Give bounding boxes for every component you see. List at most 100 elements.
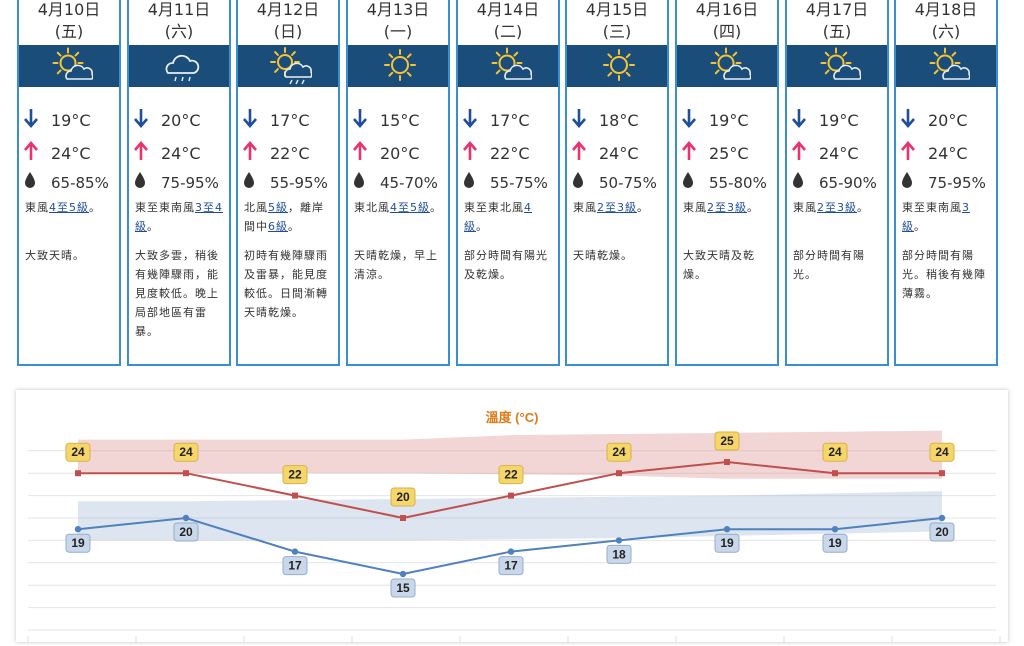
forecast-weekday: (一): [383, 22, 413, 41]
up-arrow-icon: [792, 141, 806, 160]
wind-scale-link[interactable]: 2至3級: [707, 201, 747, 214]
max-temp: 24°C: [51, 143, 91, 163]
min-temp-label-bg: [498, 556, 524, 576]
min-temp-label: 19: [71, 536, 85, 550]
min-temp-label-bg: [714, 533, 740, 553]
wind-scale-link[interactable]: 4至5級: [49, 201, 89, 214]
max-temp-point: [724, 459, 730, 465]
weather-description: 天晴乾燥。: [573, 249, 633, 262]
wind-scale-link[interactable]: 3至4級: [135, 201, 223, 233]
max-temp-point: [183, 470, 189, 477]
max-temp-row: 24°C: [791, 141, 885, 166]
sunny-icon: [384, 49, 416, 81]
min-temp-row: 19°C: [791, 108, 885, 133]
wind-scale-link[interactable]: 2至3級: [817, 201, 857, 214]
down-arrow-icon: [463, 109, 477, 128]
max-temp-point: [400, 515, 406, 521]
min-temp-point: [831, 526, 839, 533]
min-temp-point: [723, 526, 731, 533]
max-temp-label: 24: [71, 445, 85, 459]
max-temp-point: [292, 492, 298, 499]
forecast-card: 4月18日 (六) 20°C 24°C 75-95% 東至東南風3級。 部分時間…: [894, 0, 998, 366]
forecast-card: 4月16日 (四) 19°C 25°C 55-80% 東風2至3級。 大致天晴及…: [675, 0, 779, 366]
humidity: 75-95%: [928, 173, 986, 192]
max-temp-row: 24°C: [133, 141, 227, 166]
max-temp: 24°C: [819, 143, 859, 163]
humidity-row: 75-95%: [900, 171, 994, 194]
weather-icon-band: [787, 45, 887, 87]
up-arrow-icon: [134, 141, 148, 160]
up-arrow-icon: [24, 141, 38, 160]
min-temp: 15°C: [380, 110, 420, 130]
max-temp-row: 20°C: [352, 141, 446, 166]
weather-icon-band: [677, 45, 777, 87]
up-arrow-icon: [243, 141, 257, 160]
max-temp-row: 24°C: [23, 141, 117, 166]
forecast-weekday: (三): [602, 22, 632, 41]
wind-scale-link[interactable]: 5級: [268, 201, 288, 214]
forecast-date: 4月16日: [695, 0, 759, 19]
wind-scale-link[interactable]: 2至3級: [597, 201, 637, 214]
humidity-drop-icon: [354, 172, 364, 188]
down-arrow-icon: [792, 109, 806, 128]
min-temp: 17°C: [490, 110, 530, 130]
min-temp: 18°C: [599, 110, 639, 130]
wind-text: 東北風4至5級。: [354, 201, 442, 214]
humidity-row: 50-75%: [571, 171, 665, 194]
forecast-weekday: (六): [164, 22, 194, 41]
weather-description: 初時有幾陣驟雨及雷暴，能見度較低。日間漸轉天晴乾燥。: [244, 249, 328, 319]
wind-scale-link[interactable]: 4級: [464, 201, 532, 233]
max-temp: 22°C: [490, 143, 530, 163]
min-temp: 19°C: [51, 110, 91, 130]
min-temp-label-bg: [390, 578, 416, 598]
forecast-date: 4月17日: [805, 0, 869, 19]
forecast-card: 4月12日 (日) 17°C 22°C 55-95% 北風5級，離岸間中6級。 …: [236, 0, 340, 366]
weather-description: 天晴乾燥，早上清涼。: [354, 249, 438, 281]
min-temp-label-bg: [822, 533, 848, 553]
humidity-row: 55-95%: [242, 171, 336, 194]
sun-rain-icon: [270, 47, 312, 85]
max-temp-point: [832, 470, 838, 477]
wind-scale-link[interactable]: 4至5級: [390, 201, 430, 214]
chart-title: 溫度 (°C): [486, 410, 539, 425]
humidity: 65-90%: [819, 173, 877, 192]
max-temp-label-bg: [606, 442, 632, 462]
weather-icon-band: [458, 45, 558, 87]
max-temp-label-bg: [714, 431, 740, 451]
humidity: 55-95%: [270, 173, 328, 192]
humidity-row: 75-95%: [133, 171, 227, 194]
max-temp: 24°C: [599, 143, 639, 163]
forecast-card: 4月14日 (二) 17°C 22°C 55-75% 東至東北風4級。 部分時間…: [456, 0, 560, 366]
sunny-cloud-icon: [710, 47, 751, 80]
forecast-card: 4月13日 (一) 15°C 20°C 45-70% 東北風4至5級。 天晴乾燥…: [346, 0, 450, 366]
max-temp-label-bg: [390, 487, 416, 507]
wind-scale-link[interactable]: 3級: [902, 201, 970, 233]
temperature-chart-panel: 24 24 22 20 22 24 25 24 24 19 20 17 15 17 18 19 19 20 溫度 (…: [16, 390, 1008, 642]
humidity-drop-icon: [464, 172, 474, 188]
min-temp-label: 18: [612, 547, 626, 561]
sunny-cloud-icon: [929, 47, 970, 80]
forecast-date: 4月12日: [256, 0, 320, 19]
sunny-cloud-icon: [491, 47, 532, 80]
forecast-date: 4月15日: [585, 0, 649, 19]
max-temp-row: 22°C: [462, 141, 556, 166]
max-temp-row: 22°C: [242, 141, 336, 166]
max-temp-label: 24: [179, 445, 193, 459]
max-temp-label: 20: [396, 490, 410, 504]
min-temp-point: [938, 514, 946, 522]
wind-text: 東風2至3級。: [573, 201, 649, 214]
forecast-weekday: (日): [273, 22, 303, 41]
wind-text: 東至東南風3級。: [902, 201, 970, 233]
min-temp-label-bg: [173, 522, 199, 542]
min-temp: 19°C: [819, 110, 859, 130]
min-temp-point: [291, 548, 299, 555]
forecast-date: 4月13日: [366, 0, 430, 19]
humidity-drop-icon: [573, 172, 583, 188]
wind-scale-link[interactable]: 6級: [268, 220, 288, 233]
min-temp-label: 20: [179, 525, 193, 539]
weather-description: 部分時間有陽光及乾燥。: [464, 249, 548, 281]
max-temp: 24°C: [928, 143, 968, 163]
humidity: 50-75%: [599, 173, 657, 192]
min-temp-label: 19: [720, 536, 734, 550]
max-temp-point: [939, 470, 945, 477]
